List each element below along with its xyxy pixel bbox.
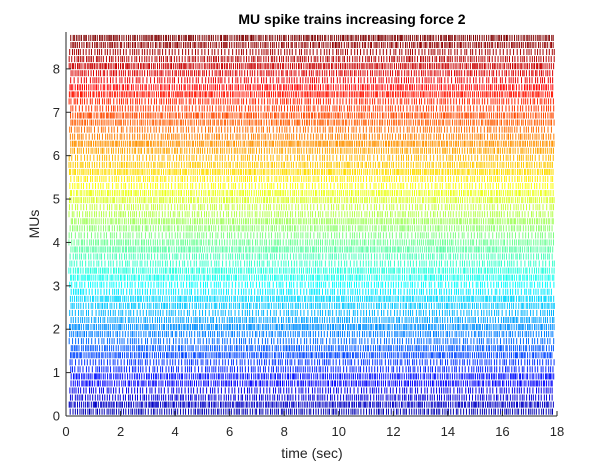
spike-train-row bbox=[70, 373, 555, 380]
spike-train-row bbox=[69, 295, 555, 302]
spike-train-row bbox=[68, 338, 555, 345]
spike-train-row bbox=[69, 309, 554, 316]
spike-train-row bbox=[70, 366, 554, 373]
spike-train-row bbox=[70, 345, 554, 352]
spike-trains bbox=[68, 34, 555, 415]
spike-train-row bbox=[70, 380, 553, 387]
spike-train-row bbox=[70, 302, 555, 309]
spike-train-row bbox=[69, 359, 555, 366]
spike-train-row bbox=[70, 316, 555, 324]
spike-train-row bbox=[69, 394, 553, 401]
spike-train-row bbox=[68, 401, 554, 408]
spike-train-row bbox=[69, 281, 555, 288]
chart-title: MU spike trains increasing force 2 bbox=[238, 11, 465, 27]
spike-train-row bbox=[70, 274, 555, 281]
spike-train-row bbox=[68, 267, 555, 274]
spike-train-row bbox=[69, 408, 554, 415]
spike-train-row bbox=[70, 288, 552, 295]
spike-train-row bbox=[70, 352, 553, 359]
spike-train-row bbox=[69, 331, 554, 338]
spike-train-row bbox=[69, 387, 553, 394]
spike-train-row bbox=[69, 324, 555, 331]
spike-train-row bbox=[69, 260, 555, 267]
